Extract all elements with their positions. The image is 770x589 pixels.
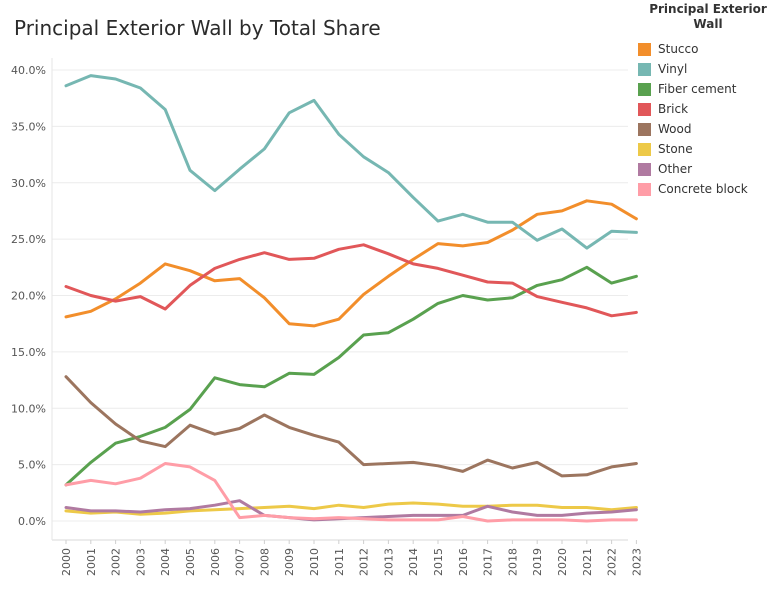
y-tick-label: 10.0% [11, 402, 46, 415]
x-tick-label: 2006 [209, 548, 222, 576]
legend-item-fiber-cement[interactable]: Fiber cement [638, 79, 768, 99]
legend-label: Concrete block [658, 182, 748, 196]
y-tick-label: 20.0% [11, 290, 46, 303]
legend-label: Brick [658, 102, 689, 116]
legend-items: Stucco Vinyl Fiber cement Brick Wood Stone Oth… [638, 39, 768, 199]
legend-swatch [638, 162, 651, 176]
legend-item-other[interactable]: Other [638, 159, 768, 179]
x-tick-label: 2018 [506, 548, 519, 576]
legend-label: Stone [658, 142, 693, 156]
x-tick-label: 2002 [110, 548, 123, 576]
x-tick-label: 2016 [457, 548, 470, 576]
x-tick-label: 2004 [159, 548, 172, 576]
legend-label: Fiber cement [658, 82, 737, 96]
legend-item-brick[interactable]: Brick [638, 99, 768, 119]
x-tick-label: 2021 [581, 548, 594, 576]
x-tick-label: 2011 [333, 548, 346, 576]
legend-item-stone[interactable]: Stone [638, 139, 768, 159]
legend-swatch [638, 102, 651, 116]
series-line-stucco [64, 199, 638, 328]
legend-item-vinyl[interactable]: Vinyl [638, 59, 768, 79]
x-tick-label: 2013 [382, 548, 395, 576]
x-tick-label: 2022 [606, 548, 619, 576]
y-tick-label: 35.0% [11, 120, 46, 133]
legend-swatch [638, 82, 651, 96]
legend-swatch [638, 182, 651, 196]
x-tick-label: 2017 [482, 548, 495, 576]
x-tick-label: 2001 [85, 548, 98, 576]
x-tick-label: 2000 [60, 548, 73, 576]
series-line-brick [64, 243, 638, 318]
legend-swatch [638, 62, 651, 76]
series-line-wood [64, 375, 638, 478]
legend-swatch [638, 42, 651, 56]
legend: Principal Exterior Wall Stucco Vinyl Fiber… [638, 2, 768, 199]
legend-item-concrete-block[interactable]: Concrete block [638, 179, 768, 199]
chart-title: Principal Exterior Wall by Total Share [14, 16, 381, 40]
legend-label: Vinyl [658, 62, 688, 76]
y-tick-label: 0.0% [18, 515, 46, 528]
legend-swatch [638, 142, 651, 156]
x-tick-label: 2007 [234, 548, 247, 576]
x-tick-label: 2009 [283, 548, 296, 576]
series-line-vinyl [64, 74, 638, 250]
legend-label: Other [658, 162, 693, 176]
legend-item-stucco[interactable]: Stucco [638, 39, 768, 59]
series-line-fiber-cement [64, 265, 638, 487]
x-tick-label: 2003 [134, 548, 147, 576]
y-tick-label: 15.0% [11, 346, 46, 359]
x-tick-label: 2005 [184, 548, 197, 576]
legend-label: Stucco [658, 42, 699, 56]
y-tick-label: 40.0% [11, 64, 46, 77]
x-tick-label: 2010 [308, 548, 321, 576]
x-tick-label: 2015 [432, 548, 445, 576]
series-line-concrete-block [64, 462, 638, 523]
y-tick-label: 25.0% [11, 233, 46, 246]
gridlines [52, 69, 628, 522]
x-tick-label: 2023 [630, 548, 643, 576]
x-tick-label: 2014 [407, 548, 420, 576]
x-tick-label: 2019 [531, 548, 544, 576]
x-tick-label: 2012 [358, 548, 371, 576]
x-tick-label: 2020 [556, 548, 569, 576]
series-line-stone [64, 501, 638, 516]
series-lines [64, 74, 638, 523]
legend-label: Wood [658, 122, 692, 136]
legend-title: Principal Exterior Wall [649, 2, 767, 31]
y-tick-label: 5.0% [18, 459, 46, 472]
legend-swatch [638, 122, 651, 136]
legend-item-wood[interactable]: Wood [638, 119, 768, 139]
y-tick-label: 30.0% [11, 177, 46, 190]
axes: 0.0% 5.0% 10.0% 15.0% 20.0% 25.0% 30.0% 35.0% 40… [11, 58, 643, 576]
x-tick-label: 2008 [258, 548, 271, 576]
